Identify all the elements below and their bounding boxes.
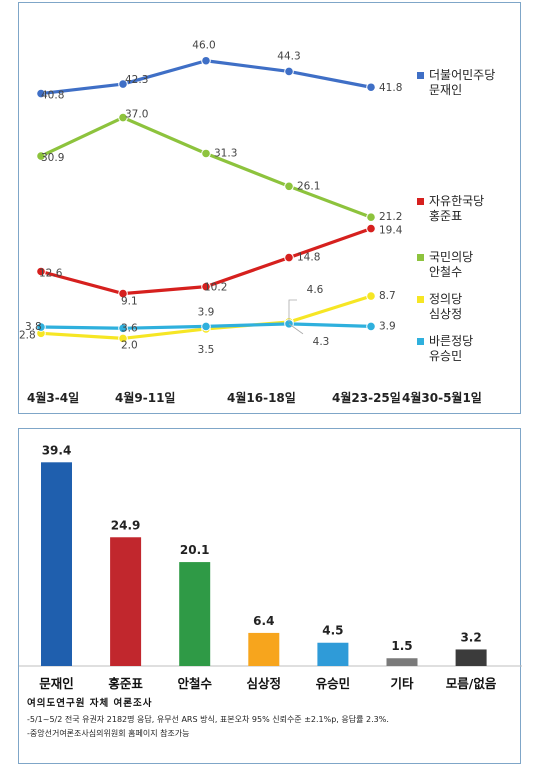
- data-label-국민의당-안철수-2: 31.3: [214, 147, 237, 159]
- data-label-국민의당-안철수-0: 30.9: [41, 152, 64, 164]
- data-point-자유한국당-홍준표-4: [366, 223, 376, 234]
- data-label-정의당-심상정-4: 8.7: [379, 290, 396, 302]
- data-label-국민의당-안철수-1: 37.0: [125, 109, 148, 121]
- data-label-정의당-심상정-0: 2.8: [19, 329, 36, 341]
- data-label-정의당-심상정-1: 2.0: [121, 339, 138, 351]
- leader-line-1: [288, 299, 297, 322]
- data-label-더불어민주당-문재인-3: 44.3: [277, 50, 300, 62]
- bar-유승민: [317, 642, 349, 666]
- data-label-국민의당-안철수-4: 21.2: [379, 211, 402, 223]
- data-point-바른정당-유승민-2: [201, 321, 211, 332]
- legend-swatch-자유한국당-홍준표: [417, 198, 424, 205]
- source-note-2: -중앙선거여론조사심의위원회 홈페이지 참조가능: [27, 729, 190, 738]
- data-point-더불어민주당-문재인-3: [284, 66, 294, 77]
- data-point-더불어민주당-문재인-2: [201, 55, 211, 66]
- data-label-바른정당-유승민-0: 3.8: [25, 321, 42, 333]
- data-point-국민의당-안철수-1: [118, 112, 128, 123]
- bar-홍준표: [110, 537, 142, 666]
- x-tick-label-4: 유승민: [316, 676, 351, 691]
- data-label-자유한국당-홍준표-0: 12.6: [39, 267, 63, 279]
- bar-value-label-1: 24.9: [111, 518, 141, 532]
- data-point-국민의당-안철수-4: [366, 212, 376, 223]
- series-line-국민의당-안철수: [39, 115, 373, 219]
- legend-label-자유한국당-홍준표-0: 자유한국당: [429, 194, 484, 208]
- data-label-바른정당-유승민-4: 3.9: [379, 320, 396, 332]
- data-point-국민의당-안철수-0: [36, 151, 46, 161]
- bar-심상정: [248, 632, 280, 666]
- data-label-바른정당-유승민-2: 3.9: [198, 306, 215, 318]
- source-title: 여의도연구원 자체 여론조사: [27, 698, 153, 709]
- bar-기타: [386, 658, 418, 666]
- data-point-더불어민주당-문재인-4: [366, 82, 376, 93]
- x-tick-label-2: 4월16-18일: [227, 390, 296, 405]
- bar-value-label-6: 3.2: [460, 630, 481, 644]
- legend-label-국민의당-안철수-1: 안철수: [429, 265, 462, 279]
- data-point-더불어민주당-문재인-1: [118, 79, 128, 89]
- data-point-정의당-심상정-4: [366, 291, 376, 301]
- bar-value-label-0: 39.4: [42, 443, 72, 457]
- legend-label-바른정당-유승민-1: 유승민: [429, 349, 462, 363]
- data-label-자유한국당-홍준표-1: 9.1: [121, 296, 138, 308]
- data-label-바른정당-유승민-1: 3.6: [121, 322, 138, 334]
- bar-chart-panel: 39.4 문재인 24.9 홍준표 20.1 안철수 6.4 심상정 4.5 유승민 1.5 기타 3.…: [18, 428, 522, 764]
- x-tick-label-5: 기타: [390, 676, 414, 691]
- data-point-자유한국당-홍준표-3: [284, 252, 294, 263]
- data-label-정의당-심상정-2: 3.5: [198, 344, 215, 356]
- x-tick-label-0: 4월3-4일: [27, 390, 79, 405]
- data-label-자유한국당-홍준표-4: 19.4: [379, 225, 403, 237]
- x-tick-label-1: 홍준표: [108, 676, 143, 691]
- bar-value-label-2: 20.1: [180, 543, 210, 557]
- data-label-자유한국당-홍준표-2: 10.2: [204, 282, 227, 294]
- data-point-정의당-심상정-1: [118, 333, 128, 344]
- x-tick-label-1: 4월9-11일: [115, 390, 175, 405]
- data-point-바른정당-유승민-4: [366, 321, 376, 332]
- x-tick-label-4: 4월30-5월1일: [402, 390, 482, 405]
- legend-swatch-국민의당-안철수: [417, 254, 424, 261]
- x-tick-label-6: 모름/없음: [446, 676, 497, 691]
- bar-모름/없음: [455, 649, 487, 666]
- legend-label-더불어민주당-문재인-0: 더불어민주당: [429, 68, 495, 82]
- legend-swatch-더불어민주당-문재인: [417, 72, 424, 79]
- bar-문재인: [41, 462, 72, 666]
- x-tick-label-2: 안철수: [177, 676, 212, 691]
- x-tick-label-3: 심상정: [247, 676, 282, 691]
- data-label-더불어민주당-문재인-1: 42.3: [125, 74, 148, 86]
- data-point-국민의당-안철수-3: [284, 181, 294, 192]
- bar-value-label-5: 1.5: [391, 639, 412, 653]
- legend-label-국민의당-안철수-0: 국민의당: [429, 250, 473, 264]
- data-point-국민의당-안철수-2: [201, 148, 211, 159]
- legend-label-정의당-심상정-0: 정의당: [429, 292, 462, 306]
- data-label-바른정당-유승민-3: 4.3: [313, 336, 330, 348]
- data-point-자유한국당-홍준표-0: [36, 266, 46, 277]
- legend-swatch-바른정당-유승민: [417, 338, 424, 345]
- x-tick-label-3: 4월23-25일: [332, 390, 401, 405]
- bar-value-label-4: 4.5: [322, 624, 343, 638]
- bar-value-label-3: 6.4: [253, 614, 274, 628]
- data-point-바른정당-유승민-0: [36, 322, 46, 332]
- data-label-정의당-심상정-3: 4.6: [307, 284, 324, 296]
- legend-swatch-정의당-심상정: [417, 296, 424, 303]
- line-chart: 40.8 42.3 46.0 44.3 41.8 30.9 37.0 31.3 26.1 21.2…: [19, 40, 495, 405]
- data-point-자유한국당-홍준표-1: [118, 288, 128, 299]
- data-label-더불어민주당-문재인-4: 41.8: [379, 82, 402, 94]
- leader-line-2: [288, 323, 304, 335]
- source-note-1: -5/1~5/2 전국 유권자 2182명 응답, 유무선 ARS 방식, 표본…: [27, 715, 389, 724]
- legend-label-자유한국당-홍준표-1: 홍준표: [429, 209, 462, 223]
- data-point-더불어민주당-문재인-0: [36, 88, 46, 99]
- data-label-더불어민주당-문재인-0: 40.8: [41, 90, 64, 102]
- data-point-바른정당-유승민-1: [118, 323, 128, 334]
- line-chart-panel: 40.8 42.3 46.0 44.3 41.8 30.9 37.0 31.3 26.1 21.2…: [18, 2, 521, 414]
- bar-안철수: [179, 562, 211, 666]
- x-tick-label-0: 문재인: [39, 676, 74, 691]
- legend-label-정의당-심상정-1: 심상정: [429, 307, 462, 321]
- data-point-자유한국당-홍준표-2: [201, 281, 211, 292]
- legend-label-더불어민주당-문재인-1: 문재인: [429, 83, 462, 97]
- series-line-더불어민주당-문재인: [39, 59, 373, 96]
- legend-label-바른정당-유승민-0: 바른정당: [429, 334, 473, 348]
- data-label-자유한국당-홍준표-3: 14.8: [297, 252, 320, 264]
- bar-chart: 39.4 문재인 24.9 홍준표 20.1 안철수 6.4 심상정 4.5 유승민 1.5 기타 3.…: [19, 443, 522, 691]
- data-label-국민의당-안철수-3: 26.1: [297, 180, 320, 192]
- data-label-더불어민주당-문재인-2: 46.0: [192, 40, 215, 52]
